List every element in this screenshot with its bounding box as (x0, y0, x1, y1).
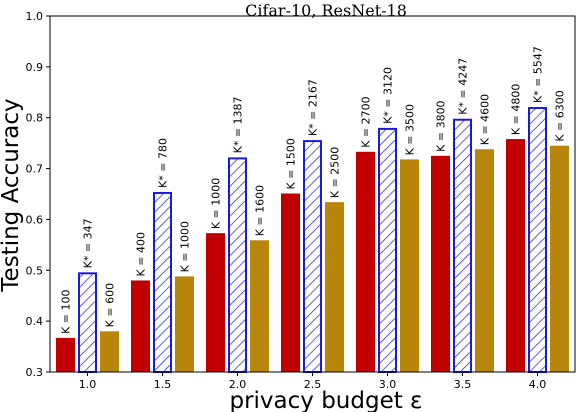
plot-area-frame (49, 15, 576, 373)
bar-value-label: K = 4600 (479, 94, 492, 145)
x-tick-label: 1.5 (154, 378, 172, 391)
y-tick-label: 0.8 (26, 112, 44, 125)
y-tick-label: 0.5 (26, 264, 44, 277)
bars (56, 107, 569, 374)
bar-value-label: K = 3800 (435, 100, 448, 151)
bar (100, 331, 119, 372)
y-tick-label: 0.3 (26, 366, 44, 379)
bar-optimal-k (303, 140, 322, 373)
bar-optimal-k (453, 118, 472, 373)
y-axis-ticks: 0.3 0.4 0.5 0.6 0.7 0.8 0.9 1.0 (26, 10, 50, 379)
bar (550, 145, 569, 372)
y-tick-label: 0.4 (26, 315, 44, 328)
bar (131, 280, 150, 372)
bar-optimal-k (528, 107, 547, 374)
y-tick-label: 1.0 (26, 10, 44, 23)
x-tick-label: 4.0 (529, 378, 547, 391)
bar (431, 155, 450, 372)
bar-optimal-k (228, 157, 247, 373)
bar (506, 139, 525, 372)
bar-value-label: K* = 347 (82, 218, 95, 268)
bar-value-label: K = 100 (60, 290, 73, 334)
bar (281, 193, 300, 372)
bar-optimal-k (153, 191, 172, 373)
chart-title: Cifar-10, ResNet-18 (245, 1, 407, 20)
bar (325, 202, 344, 372)
bar (400, 159, 419, 372)
bar-value-label: K = 1500 (285, 138, 298, 189)
bar-value-label: K = 6300 (554, 90, 567, 141)
bar-value-label: K = 3500 (404, 104, 417, 155)
bar-value-label: K = 600 (104, 283, 117, 327)
bar (356, 151, 375, 372)
bar-value-label: K* = 2167 (307, 79, 320, 136)
bar-value-label: K = 1000 (210, 178, 223, 229)
bar-value-label: K = 1000 (179, 221, 192, 272)
y-tick-label: 0.6 (26, 213, 44, 226)
bar-value-label: K* = 4247 (457, 58, 470, 115)
bar-optimal-k (78, 272, 97, 374)
x-axis-label: privacy budget ε (229, 388, 422, 412)
bar-value-label: K = 1600 (254, 185, 267, 236)
bar-value-label: K* = 3120 (382, 67, 395, 124)
x-tick-label: 2.5 (304, 378, 322, 391)
x-tick-label: 3.5 (454, 378, 472, 391)
x-tick-label: 1.0 (79, 378, 97, 391)
y-tick-label: 0.9 (26, 61, 44, 74)
bar-value-label: K = 400 (135, 232, 148, 276)
bar (206, 233, 225, 372)
bar (175, 276, 194, 372)
x-tick-label: 3.0 (379, 378, 397, 391)
x-tick-label: 2.0 (229, 378, 247, 391)
bar-value-label: K = 2500 (329, 147, 342, 198)
bar-optimal-k (378, 127, 397, 373)
bar (56, 337, 75, 372)
y-axis-label: Testing Accuracy (0, 98, 24, 292)
y-tick-label: 0.7 (26, 163, 44, 176)
bar-value-label: K = 4800 (510, 84, 523, 135)
bar-value-label: K* = 1387 (232, 96, 245, 153)
x-axis-ticks: 1.0 1.5 2.0 2.5 3.0 3.5 4.0 (79, 372, 547, 391)
bar-value-label: K* = 780 (157, 138, 170, 188)
bar-value-label: K* = 5547 (532, 46, 545, 103)
bar-value-label: K = 2700 (360, 96, 373, 147)
bar (250, 240, 269, 372)
bar (475, 149, 494, 372)
bar-labels: K = 100 K* = 347 K = 600 K = 400 K* = 780 K =… (60, 46, 567, 334)
